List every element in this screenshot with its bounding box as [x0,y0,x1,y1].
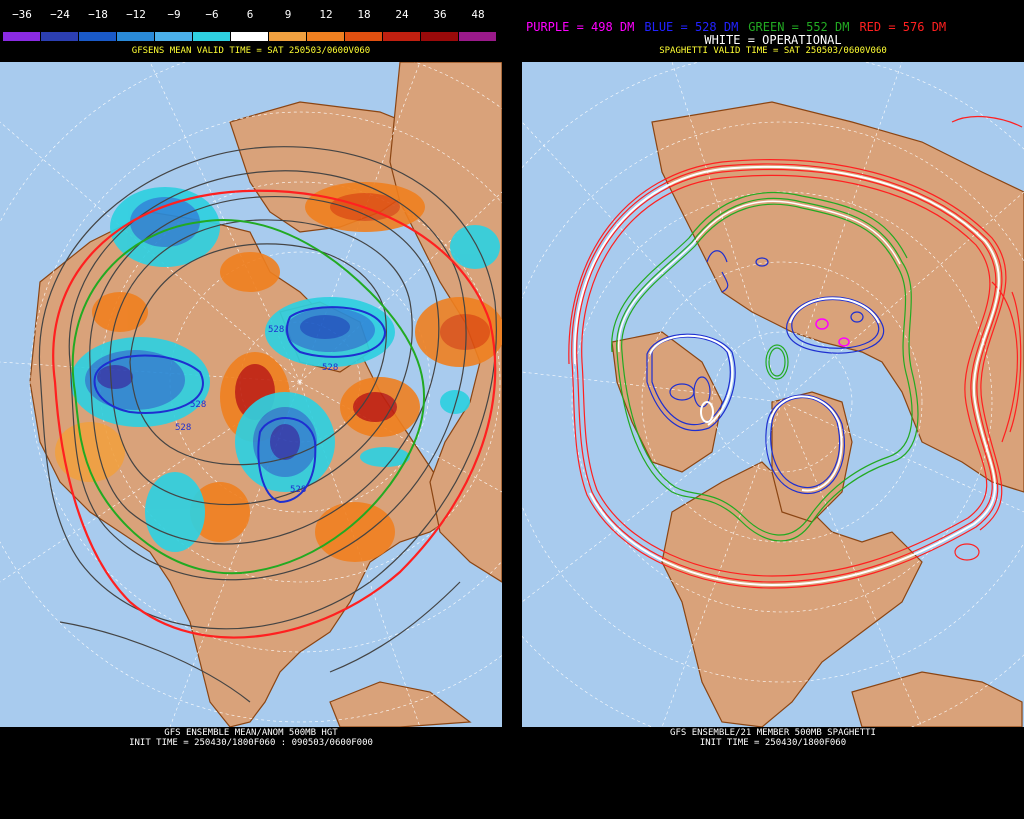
green-operational [618,200,901,353]
red-operational [573,165,1000,587]
purple-498 [815,318,850,347]
lat-lon-grid [522,62,1024,727]
anom-cold-5 [145,472,205,552]
contour-label-1: 528 [190,400,206,410]
scale-label-8: 12 [319,8,333,21]
scale-swatch-6 [231,32,268,41]
scale-swatch-12 [459,32,496,41]
red-contour-576 [52,189,497,639]
red-576-spaghetti [568,116,1023,589]
ensemble-mean-map: 528 528 528 528 528 [0,62,502,727]
contour-label-4: 528 [322,363,338,373]
ensemble-mean-panel: −36 −24 −18 −12 −9 −6 6 9 12 18 24 36 48 GFSENS MEAN… [0,0,502,819]
scale-swatch-3 [117,32,154,41]
scale-swatch-1 [41,32,78,41]
contour-label-5: 528 [290,485,306,495]
spaghetti-panel: PURPLE = 498 DM BLUE = 528 DM GREEN = 552 … [522,0,1024,819]
scale-label-0: −36 [12,8,32,21]
scale-label-6: 6 [246,8,254,21]
anom-warm-5 [92,292,148,332]
anom-warm-8 [315,502,395,562]
scale-label-9: 18 [357,8,371,21]
left-valid-time: GFSENS MEAN VALID TIME = SAT 250503/0600… [131,46,371,56]
contour-label-2: 528 [268,325,284,335]
left-footer-init-time: INIT TIME = 250430/1800F060 : 090503/060… [129,738,373,748]
scale-swatch-2 [79,32,116,41]
positive-anomalies [55,182,502,562]
anom-warm-6 [55,422,125,482]
left-footer-title: GFS ENSEMBLE MEAN/ANOM 500MB HGT [164,728,338,738]
contour-labels: 528 528 528 528 528 [175,325,338,495]
scale-swatch-7 [269,32,306,41]
blue-528-spaghetti [646,250,885,495]
scale-swatch-5 [193,32,230,41]
scale-swatch-8 [307,32,344,41]
right-footer-title: GFS ENSEMBLE/21 MEMBER 500MB SPAGHETTI [670,728,876,738]
anom-warm-9 [220,252,280,292]
legend-purple: PURPLE = 498 DM [526,20,635,34]
scale-label-10: 24 [395,8,409,21]
scale-label-4: −9 [167,8,181,21]
contour-label-3: 528 [175,423,191,433]
anom-warm-7 [190,482,250,542]
spaghetti-legend: PURPLE = 498 DM BLUE = 528 DM GREEN = 552 … [522,20,1024,34]
anomaly-color-scale: −36 −24 −18 −12 −9 −6 6 9 12 18 24 36 48 [3,8,502,41]
eurasia-land [389,62,502,583]
scale-label-1: −24 [50,8,70,21]
scale-label-11: 36 [433,8,447,21]
legend-green: GREEN = 552 DM [748,20,850,34]
green-552-spaghetti [611,191,919,542]
anom-cold-7 [440,390,470,414]
blue-contour-528 [93,306,387,504]
green-contour-552 [71,219,425,575]
blue-operational [649,297,880,492]
scale-label-5: −6 [205,8,219,21]
legend-red: RED = 576 DM [859,20,947,34]
scale-swatch-10 [383,32,420,41]
anom-cold-6 [450,225,500,269]
scale-label-7: 9 [284,8,292,21]
panel-divider [502,0,522,819]
right-valid-time: SPAGHETTI VALID TIME = SAT 250503/0600V0… [659,46,887,56]
scale-label-2: −18 [88,8,108,21]
scale-swatch-0 [3,32,40,41]
height-contours [38,146,497,703]
south-america-land [851,671,1023,727]
legend-operational: WHITE = OPERATIONAL [704,33,842,47]
spaghetti-map [522,62,1024,727]
scale-label-12: 48 [471,8,485,21]
right-footer-init-time: INIT TIME = 250430/1800F060 [699,738,847,748]
scale-swatch-4 [155,32,192,41]
scale-swatch-9 [345,32,382,41]
scale-label-3: −12 [126,8,146,21]
legend-blue: BLUE = 528 DM [644,20,739,34]
scale-swatch-11 [421,32,458,41]
